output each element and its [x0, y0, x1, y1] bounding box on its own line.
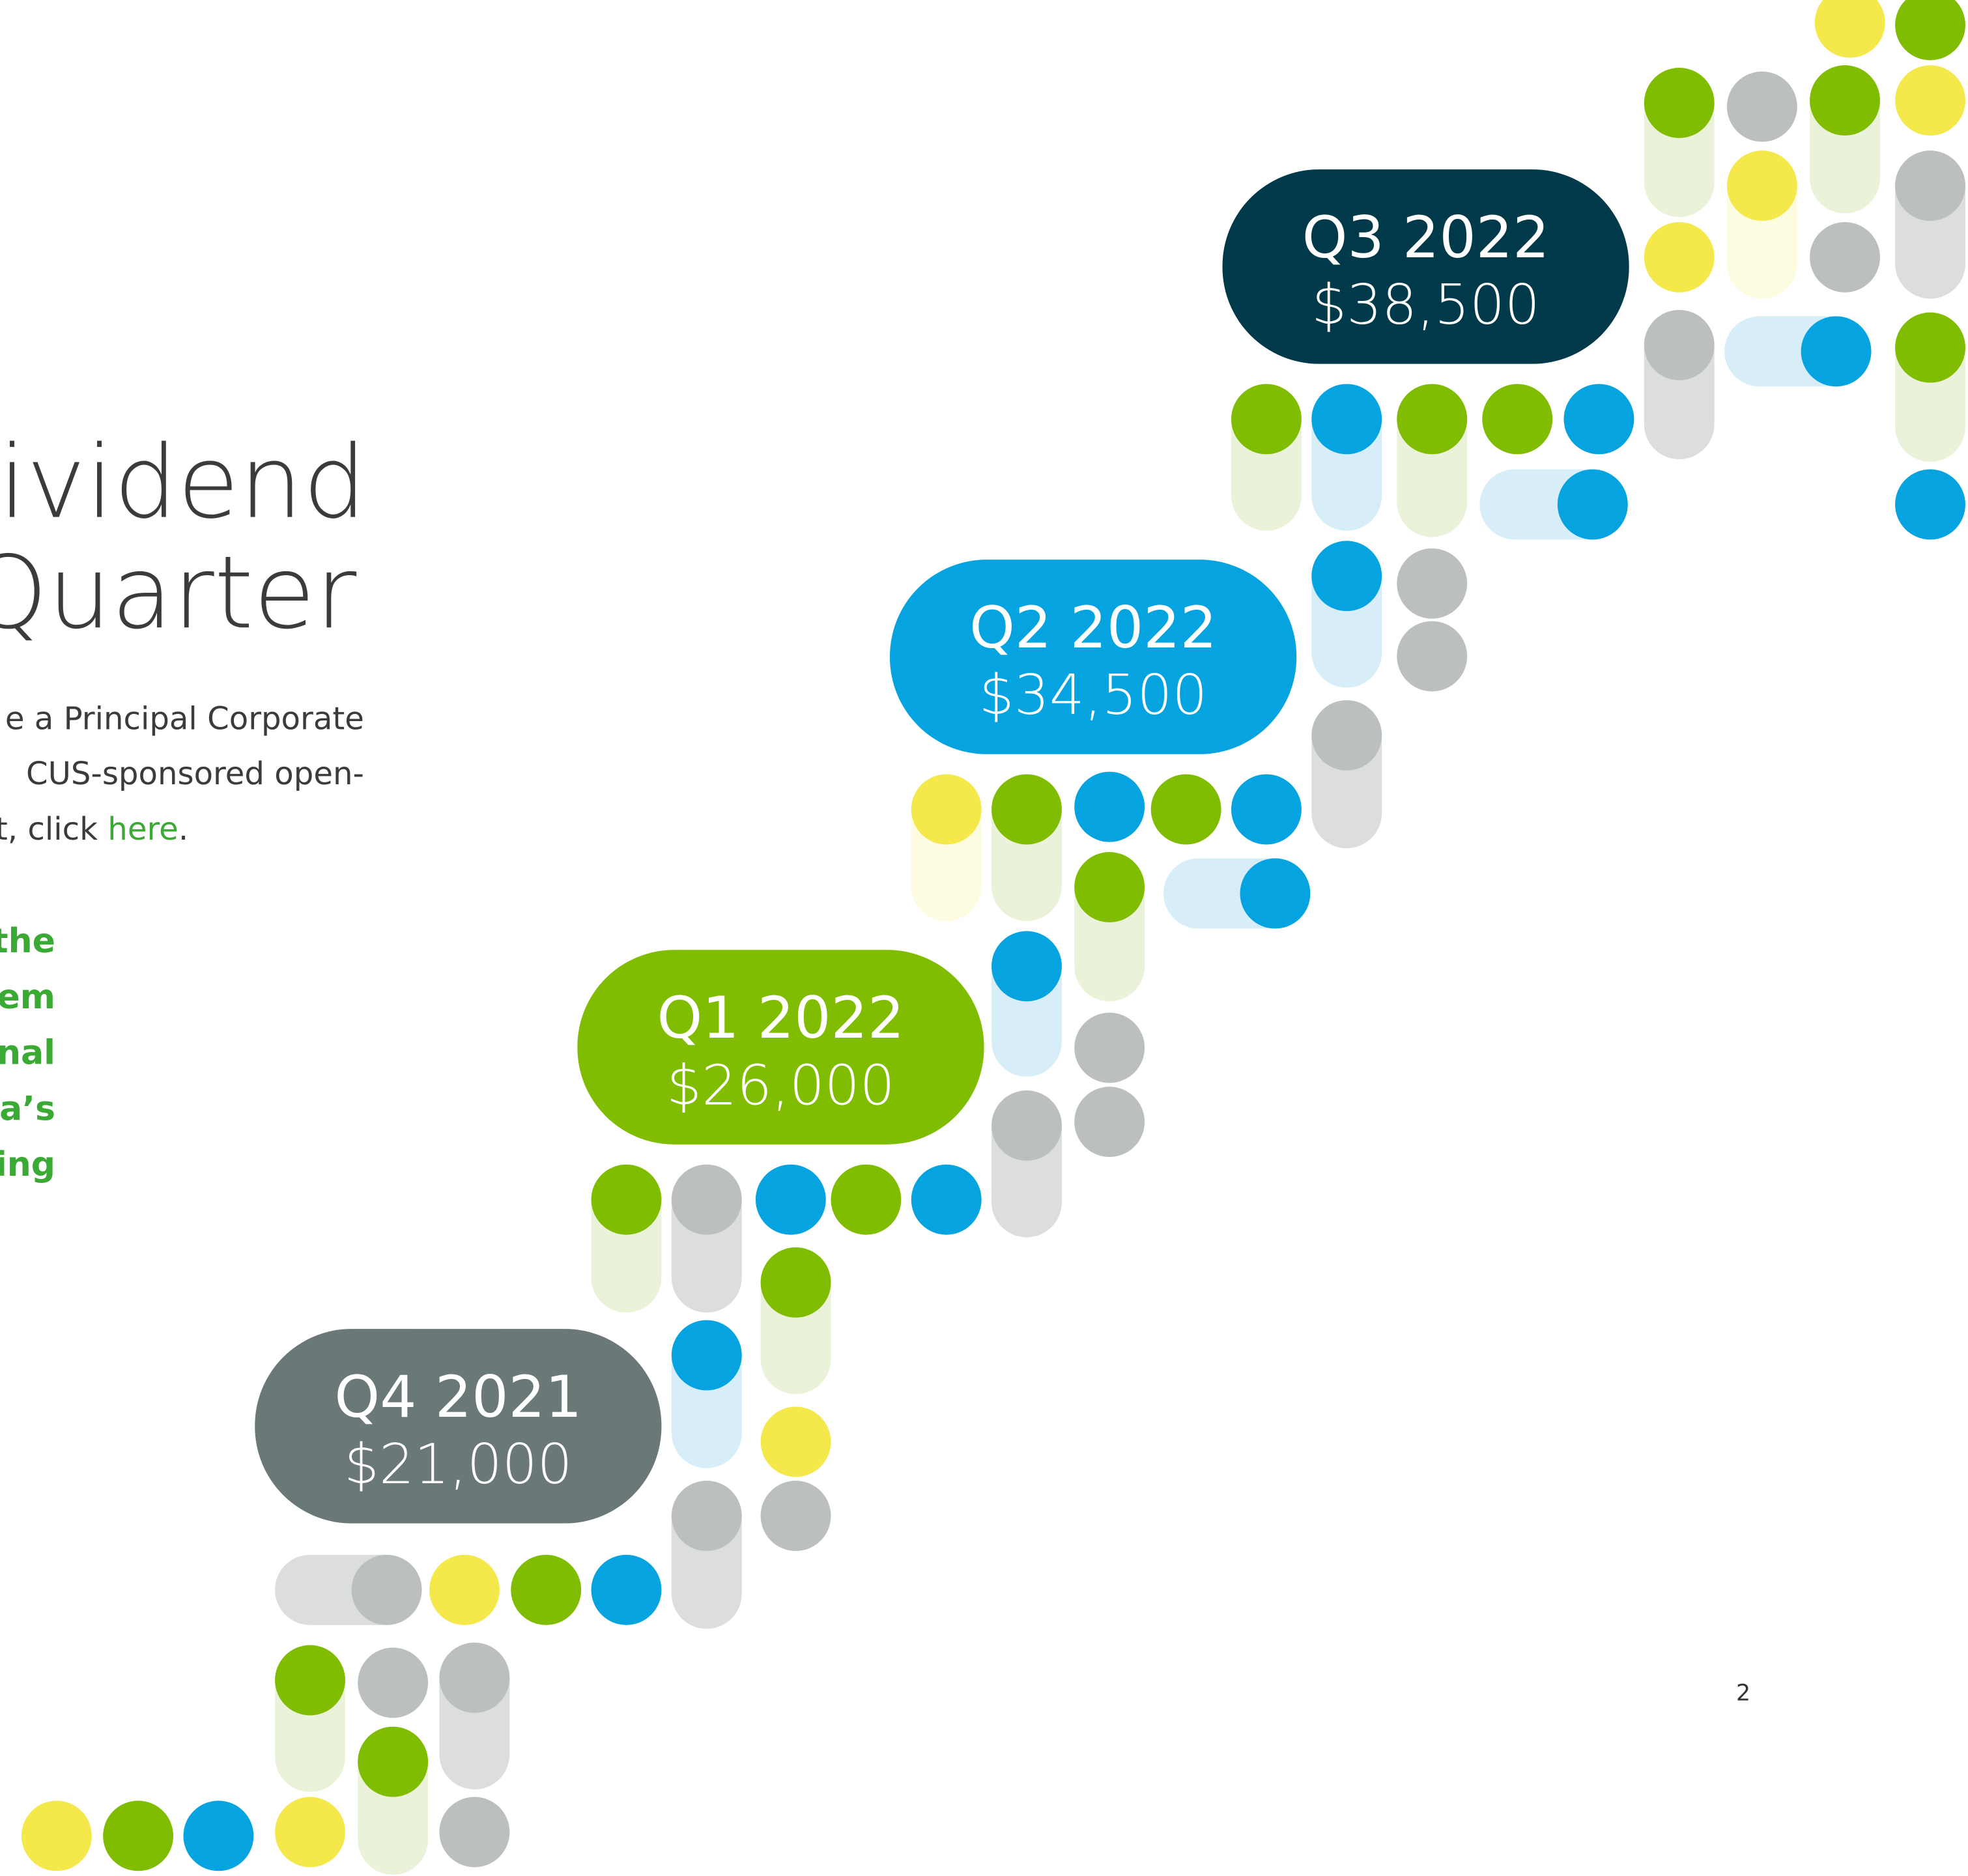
quarter-pills: Q4 2021$21,000 Q1 2022$26,000 Q2 2022$34,5… [255, 169, 1629, 1524]
dot [1895, 0, 1965, 61]
dot [760, 1247, 831, 1318]
dot [991, 774, 1062, 845]
dot [1895, 469, 1965, 540]
quarter-pill [577, 950, 984, 1144]
dot [1557, 469, 1628, 540]
dot [1311, 700, 1382, 771]
dot [1814, 0, 1885, 58]
dot [760, 1406, 831, 1477]
dot [275, 1797, 345, 1868]
dot [1895, 65, 1965, 136]
dot [439, 1642, 510, 1713]
dot [183, 1800, 254, 1871]
dot [1644, 68, 1715, 138]
dot [1074, 852, 1145, 922]
quarter-pill [1222, 169, 1629, 364]
highlight-line: em [0, 978, 55, 1017]
quarter-label: Q2 2022 [969, 594, 1217, 661]
link[interactable]: here [107, 811, 178, 847]
dot [275, 1645, 345, 1716]
highlight-line: nal [0, 1034, 55, 1073]
dot [1240, 858, 1311, 929]
dot [1074, 1087, 1145, 1158]
quarter-amount: $34,500 [979, 662, 1207, 727]
dot [591, 1554, 662, 1625]
dot [358, 1726, 429, 1797]
dot [1311, 384, 1382, 455]
dot [1810, 221, 1880, 292]
dot [429, 1554, 500, 1625]
dot [911, 1164, 982, 1235]
quarter-amount: $21,000 [344, 1432, 572, 1496]
quarter-amount: $38,500 [1311, 272, 1539, 337]
dot [439, 1797, 510, 1868]
intro-text: . [178, 811, 188, 847]
dot [1482, 384, 1553, 455]
quarter-label: Q4 2021 [334, 1363, 582, 1430]
dot [351, 1554, 422, 1625]
quarter-amount: $26,000 [666, 1053, 894, 1117]
dot [1726, 71, 1797, 142]
dot [1074, 771, 1145, 842]
dot [671, 1164, 742, 1235]
dot [1231, 384, 1302, 455]
dot [1895, 312, 1965, 383]
dot [1644, 309, 1715, 380]
dot [358, 1647, 429, 1718]
dot [671, 1320, 742, 1391]
dot [1801, 316, 1872, 387]
dot [755, 1164, 826, 1235]
heading-line: Quarter [0, 535, 357, 651]
dot [1150, 774, 1221, 845]
intro-line: e a Principal Corporate [5, 700, 364, 737]
highlight-line: la’s [0, 1089, 55, 1128]
dot [1074, 1012, 1145, 1083]
dot [1726, 150, 1797, 221]
dot [1895, 150, 1965, 221]
quarter-label: Q1 2022 [657, 984, 905, 1051]
intro-line: CUS-sponsored open- [26, 756, 364, 792]
decoration [21, 0, 1965, 1875]
intro-text: t, click [0, 811, 107, 847]
highlight-line: ing [0, 1145, 55, 1184]
dot [831, 1164, 902, 1235]
quarter-pill [255, 1329, 662, 1524]
dot [1311, 541, 1382, 612]
intro-line: t, click here. [0, 811, 188, 847]
dot [1397, 384, 1468, 455]
quarter-pill [890, 560, 1297, 754]
dot [103, 1800, 174, 1871]
dot [991, 931, 1062, 1002]
dot [1563, 384, 1634, 455]
dot [511, 1554, 582, 1625]
dot [21, 1800, 92, 1871]
dot [1810, 65, 1880, 136]
dot [1644, 221, 1715, 292]
quarter-label: Q3 2022 [1302, 204, 1550, 271]
dot [1397, 621, 1468, 692]
dot [991, 1090, 1062, 1161]
dot [591, 1164, 662, 1235]
highlight-line: the [0, 922, 55, 961]
dot [671, 1481, 742, 1552]
page-number: 2 [1736, 1680, 1750, 1706]
dot [911, 774, 982, 845]
dot [1397, 548, 1468, 619]
dot [1231, 774, 1302, 845]
dot [760, 1481, 831, 1552]
heading-line: Dividend [0, 425, 367, 541]
highlight: the em nal la’s ing [0, 922, 55, 1184]
